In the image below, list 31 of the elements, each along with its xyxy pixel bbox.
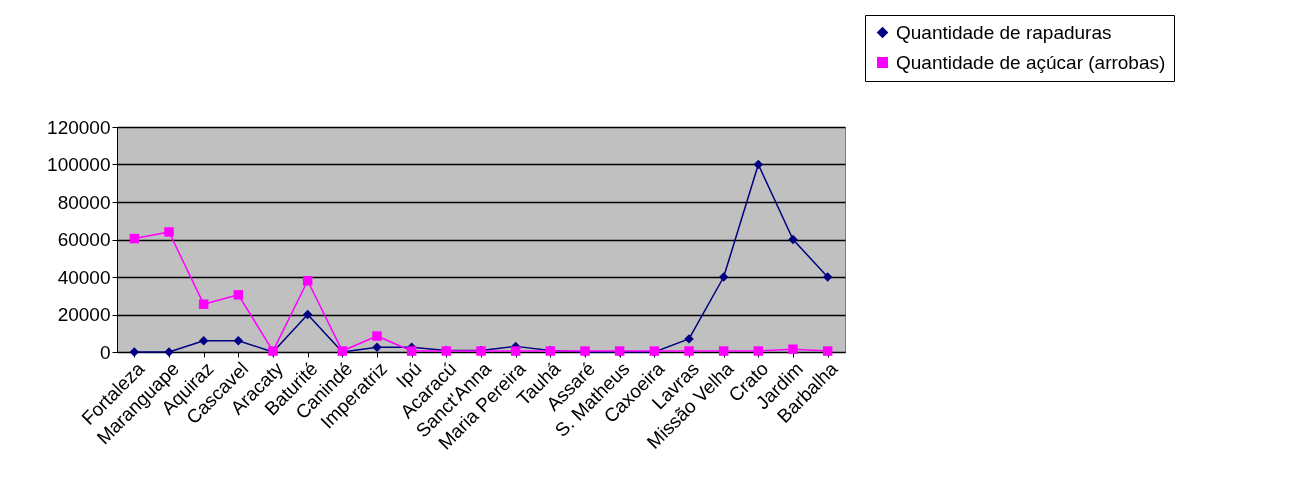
point — [718, 272, 729, 282]
point — [164, 227, 174, 237]
point — [822, 346, 833, 356]
y-tick-label: 120000 — [47, 116, 111, 138]
point — [129, 347, 140, 357]
point — [718, 346, 729, 356]
point — [129, 233, 140, 244]
point — [788, 234, 798, 245]
point — [684, 346, 694, 356]
legend-label: Quantidade de rapaduras — [896, 21, 1112, 43]
y-tick-label: 0 — [99, 341, 111, 363]
point — [406, 346, 417, 356]
y-tick-label: 60000 — [57, 229, 111, 250]
y-tick-label: 20000 — [57, 304, 111, 325]
point — [753, 346, 764, 356]
point — [198, 336, 209, 346]
y-tick-label: 40000 — [57, 266, 111, 288]
point — [372, 342, 382, 353]
y-tick-label: 100000 — [47, 154, 111, 175]
point — [753, 159, 764, 170]
point — [302, 309, 313, 320]
legend-label: Quantidade de açúcar (arrobas) — [896, 51, 1166, 73]
point — [510, 346, 521, 356]
point — [302, 276, 313, 286]
point — [233, 290, 244, 300]
point — [372, 331, 382, 341]
point — [822, 272, 833, 282]
point — [233, 336, 244, 346]
y-tick-label: 80000 — [57, 191, 111, 213]
point — [788, 344, 798, 354]
point — [198, 299, 209, 309]
